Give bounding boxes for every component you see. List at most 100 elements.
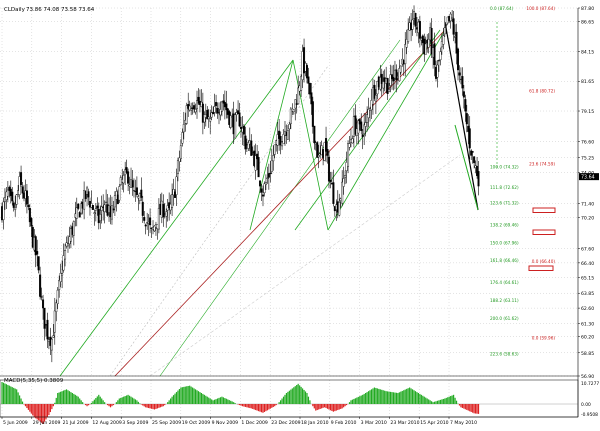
candle-body [183, 124, 185, 132]
candle-body [415, 13, 417, 26]
macd-bar [258, 404, 259, 411]
macd-bar [301, 387, 302, 404]
macd-bar [180, 388, 181, 405]
fib-level-label: 0.0 (59.96) [532, 336, 556, 341]
fib-level-label: 150.0 (67.96) [490, 240, 519, 245]
macd-bar [10, 386, 11, 404]
candle-body [41, 297, 43, 298]
macd-bar [422, 396, 423, 404]
candle-body [457, 49, 459, 70]
candle-body [20, 172, 22, 184]
candle-body [171, 195, 173, 208]
macd-bar [472, 404, 473, 413]
macd-bar [364, 394, 365, 404]
macd-bar [18, 392, 19, 404]
candle-body [272, 155, 274, 160]
candle-body [88, 192, 90, 198]
macd-bar [133, 399, 134, 405]
macd-bar [447, 397, 448, 404]
price-tick-label: 62.60 [581, 306, 594, 312]
macd-bar [350, 400, 351, 404]
macd-bar [123, 397, 124, 404]
macd-bar [148, 404, 149, 408]
macd-bar [362, 395, 363, 404]
macd-bar [276, 404, 277, 405]
macd-bar [280, 400, 281, 404]
macd-bar [295, 386, 296, 404]
candle-body [308, 77, 310, 84]
date-label: 15 Apr 2010 [420, 420, 448, 426]
macd-bar [126, 395, 127, 404]
price-tick-label: 79.15 [581, 109, 594, 115]
macd-bar [410, 388, 411, 404]
macd-bar [157, 404, 158, 408]
macd-bar [268, 404, 269, 410]
macd-bar [142, 404, 143, 405]
macd-bar [149, 404, 150, 408]
macd-bar [119, 399, 120, 405]
macd-bar [78, 397, 79, 404]
fib-level-label: 161.8 (66.46) [490, 258, 519, 263]
macd-bar [471, 404, 472, 412]
macd-bar [19, 395, 20, 404]
macd-bar [281, 399, 282, 405]
macd-bar [151, 404, 152, 409]
macd-bar [312, 404, 313, 406]
macd-bar [249, 404, 250, 408]
macd-bar [35, 404, 36, 418]
candle-body [473, 157, 475, 163]
macd-bar [446, 398, 447, 404]
macd-bar [324, 404, 325, 407]
candle-body [438, 60, 440, 61]
macd-bar [85, 404, 86, 405]
macd-bar [283, 397, 284, 404]
macd-bar [101, 399, 102, 405]
date-label: 19 Oct 2009 [182, 420, 210, 426]
macd-bar [205, 396, 206, 404]
macd-bar [255, 404, 256, 410]
candle-body [250, 141, 252, 156]
candle-body [3, 202, 5, 220]
candle-body [444, 28, 446, 34]
macd-bar [387, 391, 388, 404]
candle-body [425, 44, 427, 54]
macd-tick-label: 0.00 [581, 402, 591, 408]
macd-bar [274, 404, 275, 406]
macd-bar [15, 389, 16, 404]
macd-bar [196, 390, 197, 404]
macd-bar [229, 400, 230, 404]
fib-level-label: 188.2 (63.11) [490, 298, 519, 303]
macd-bar [265, 404, 266, 411]
candle-body [360, 122, 362, 131]
macd-bar [67, 390, 68, 404]
macd-bar [34, 404, 35, 417]
macd-bar [51, 404, 52, 409]
date-label: 23 Dec 2009 [271, 420, 300, 426]
macd-bar [469, 404, 470, 411]
candle-body [318, 155, 320, 157]
macd-bar [174, 394, 175, 404]
macd-bar [323, 404, 324, 408]
macd-bar [318, 404, 319, 410]
macd-bar [66, 389, 67, 404]
macd-label: MACD(5,35,5) 0.3809 [4, 378, 64, 384]
candle-body [92, 205, 94, 210]
candle-body [463, 92, 465, 98]
candle-body [274, 145, 276, 155]
macd-bar [16, 389, 17, 404]
macd-bar [22, 402, 23, 404]
price-tick-label: 71.40 [581, 201, 594, 207]
macd-bar [88, 404, 89, 405]
date-label: 21 Jul 2009 [63, 420, 89, 426]
date-label: 12 Aug 2009 [92, 420, 122, 426]
macd-bar [468, 404, 469, 411]
macd-bar [227, 399, 228, 404]
candle-body [328, 157, 330, 181]
macd-bar [374, 388, 375, 405]
macd-bar [31, 404, 32, 414]
macd-bar [167, 402, 168, 404]
macd-bar [232, 401, 233, 404]
macd-bar [56, 398, 57, 404]
